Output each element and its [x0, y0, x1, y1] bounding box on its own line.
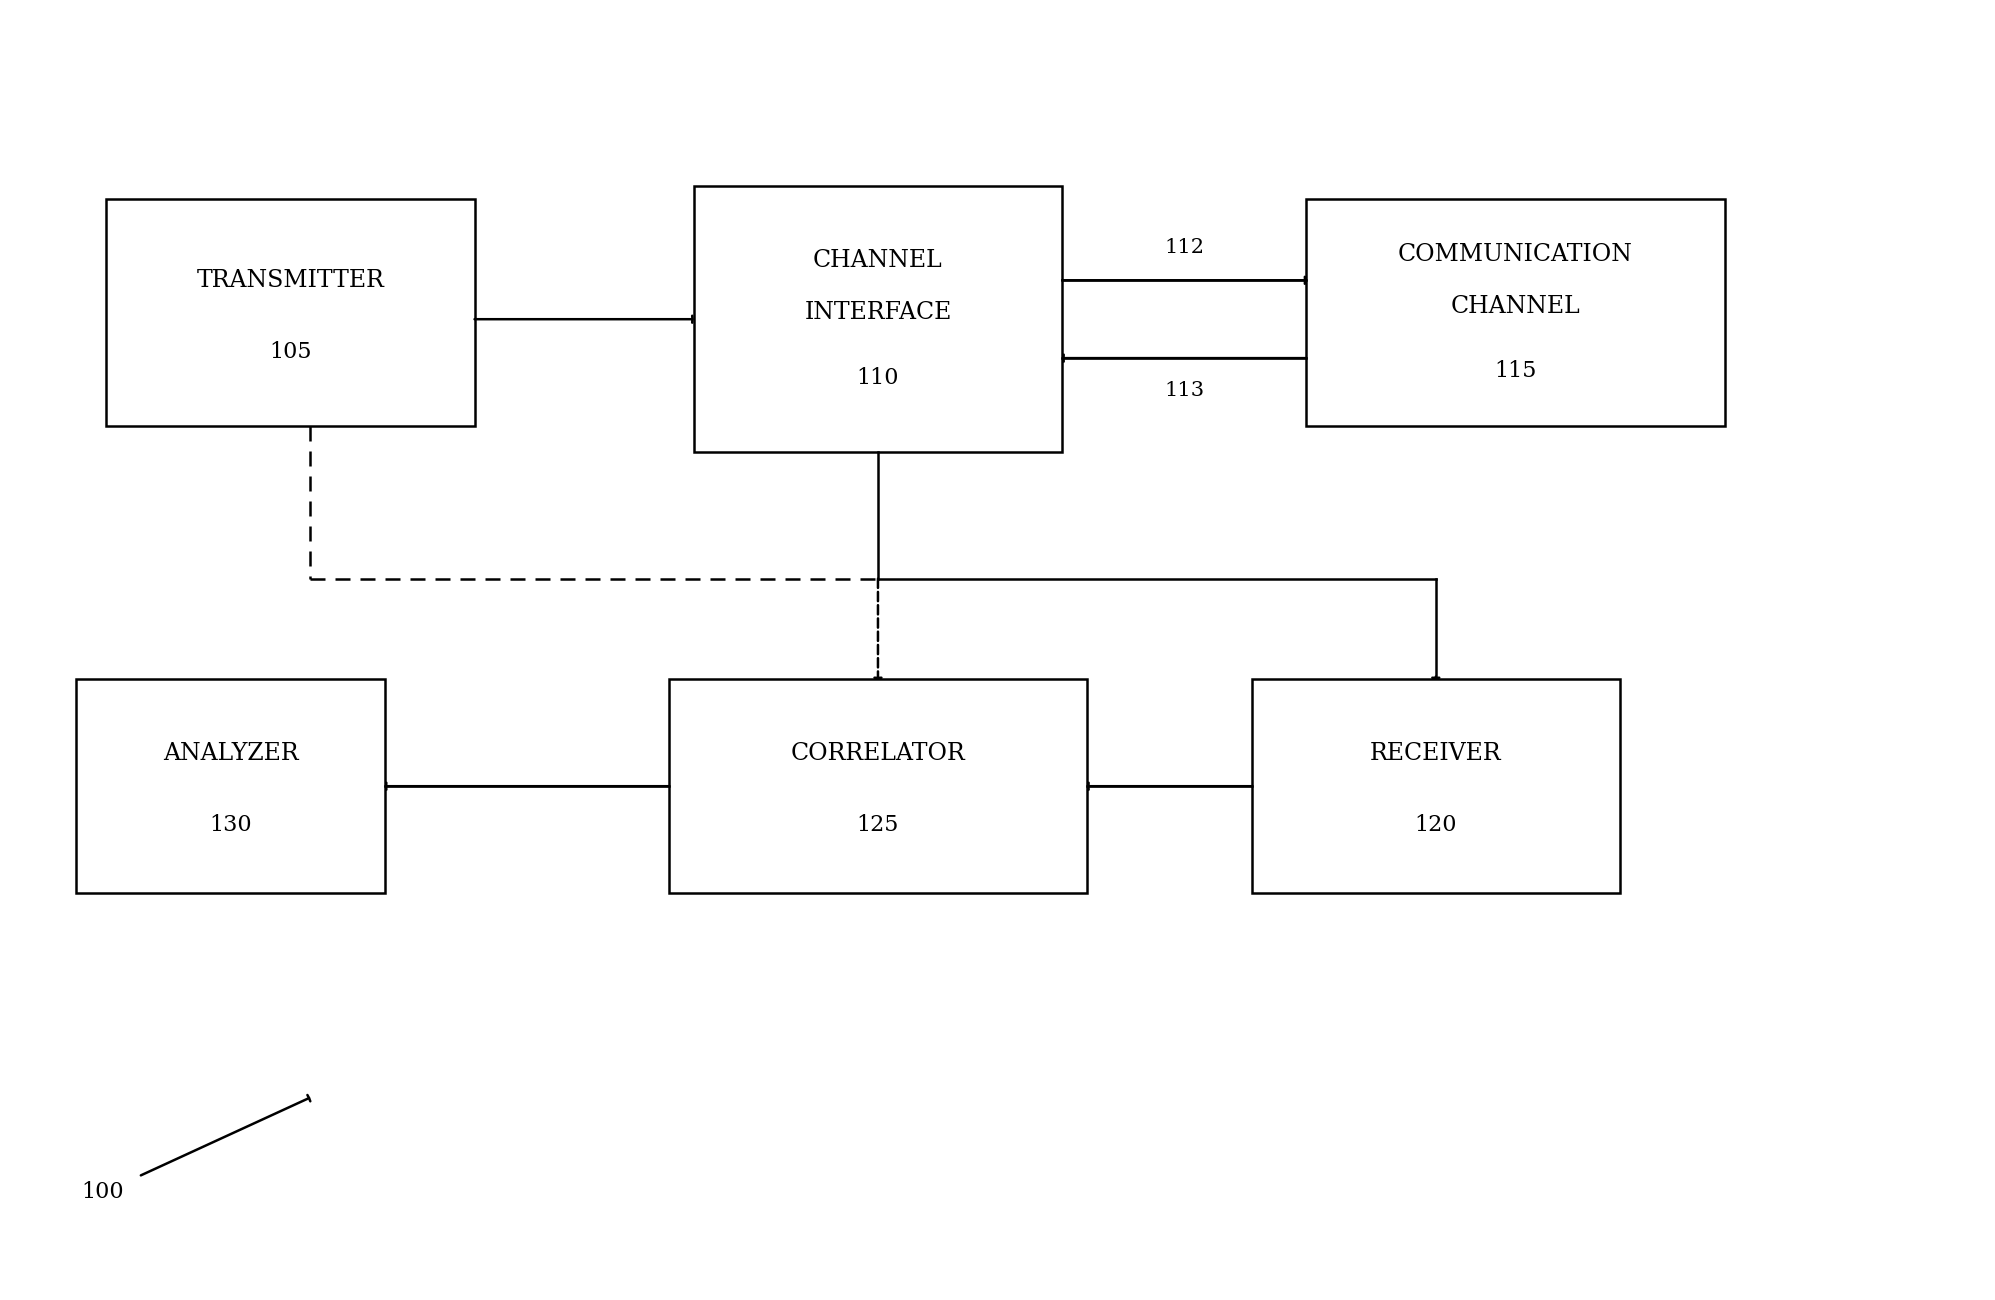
Text: CHANNEL: CHANNEL	[814, 250, 944, 272]
Text: INTERFACE: INTERFACE	[804, 302, 952, 324]
Bar	[668, 679, 1087, 893]
Bar	[1307, 199, 1724, 426]
Text: COMMUNICATION: COMMUNICATION	[1398, 243, 1634, 265]
Text: 120: 120	[1414, 814, 1456, 836]
Bar	[694, 186, 1061, 452]
Bar	[1251, 679, 1620, 893]
Text: CHANNEL: CHANNEL	[1450, 295, 1580, 317]
Text: TRANSMITTER: TRANSMITTER	[196, 269, 385, 291]
Text: CORRELATOR: CORRELATOR	[790, 742, 966, 766]
Text: 125: 125	[856, 814, 900, 836]
Text: 113: 113	[1165, 381, 1205, 400]
Text: 100: 100	[82, 1182, 124, 1204]
Bar	[106, 199, 475, 426]
Text: 110: 110	[856, 367, 900, 389]
Text: 105: 105	[269, 341, 311, 363]
Text: 112: 112	[1165, 238, 1205, 257]
Text: 130: 130	[209, 814, 251, 836]
Text: ANALYZER: ANALYZER	[164, 742, 299, 766]
Text: 115: 115	[1494, 360, 1536, 382]
Bar	[76, 679, 385, 893]
Text: RECEIVER: RECEIVER	[1371, 742, 1502, 766]
